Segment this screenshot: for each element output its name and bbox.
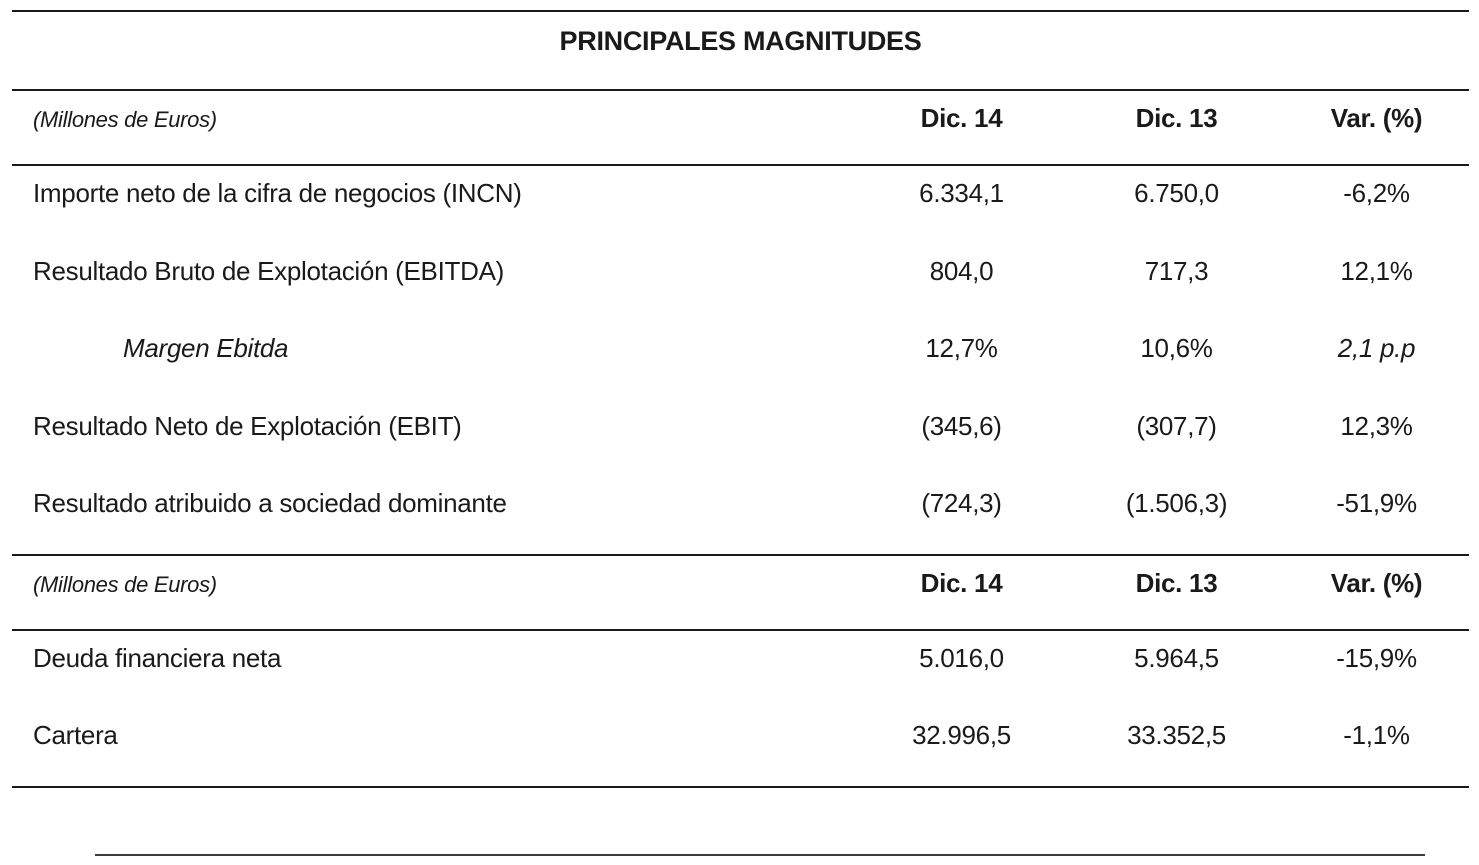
section-2-header-rule	[12, 628, 1469, 631]
value-dic14: 6.334,1	[919, 178, 1004, 208]
value-dic14: 12,7%	[925, 333, 998, 363]
value-dic13: 10,6%	[1140, 333, 1213, 363]
table-row-cartera: Cartera 32.996,5 33.352,5 -1,1%	[12, 708, 1469, 786]
value-dic14: (345,6)	[921, 410, 1002, 441]
table-row-margen-ebitda: Margen Ebitda 12,7% 10,6% 2,1 p.p	[12, 321, 1469, 399]
table-row-deuda: Deuda financiera neta 5.016,0 5.964,5 -1…	[12, 631, 1469, 709]
column-header-dic13: Dic. 13	[1135, 103, 1218, 133]
value-var: -6,2%	[1343, 178, 1410, 208]
row-label: Importe neto de la cifra de negocios (IN…	[33, 178, 522, 208]
unit-label: (Millones de Euros)	[33, 571, 217, 597]
table-row-ebit: Resultado Neto de Explotación (EBIT) (34…	[12, 399, 1469, 477]
column-header-var: Var. (%)	[1330, 567, 1423, 598]
principal-magnitudes-table: PRINCIPALES MAGNITUDES (Millones de Euro…	[12, 10, 1469, 788]
column-header-dic14: Dic. 14	[920, 103, 1003, 133]
row-label: Resultado Bruto de Explotación (EBITDA)	[33, 255, 504, 286]
table-row-resultado-atribuido: Resultado atribuido a sociedad dominante…	[12, 476, 1469, 554]
value-var: -15,9%	[1336, 642, 1417, 673]
page-title: PRINCIPALES MAGNITUDES	[559, 26, 922, 56]
value-dic14: (724,3)	[921, 488, 1002, 518]
value-dic13: 6.750,0	[1134, 178, 1219, 208]
value-var: 12,3%	[1340, 410, 1413, 441]
table-title-row: PRINCIPALES MAGNITUDES	[12, 12, 1469, 89]
row-label: Resultado atribuido a sociedad dominante	[33, 488, 507, 518]
table-bottom-rule	[12, 785, 1469, 788]
row-label: Cartera	[33, 720, 118, 750]
value-dic14: 5.016,0	[919, 642, 1004, 673]
value-var: -1,1%	[1343, 720, 1410, 750]
table-top-rule	[12, 10, 1469, 12]
value-dic13: 717,3	[1144, 255, 1209, 286]
value-var: 2,1 p.p	[1337, 333, 1416, 363]
title-bottom-rule	[12, 89, 1469, 91]
unit-label: (Millones de Euros)	[33, 107, 217, 132]
value-dic14: 32.996,5	[912, 720, 1011, 750]
value-var: -51,9%	[1336, 488, 1417, 518]
row-label: Margen Ebitda	[123, 333, 289, 363]
table-row-incn: Importe neto de la cifra de negocios (IN…	[12, 166, 1469, 244]
column-header-dic14: Dic. 14	[920, 567, 1003, 598]
value-dic13: 5.964,5	[1134, 642, 1219, 673]
row-label: Resultado Neto de Explotación (EBIT)	[33, 410, 462, 441]
column-header-dic13: Dic. 13	[1135, 567, 1218, 598]
column-header-var: Var. (%)	[1330, 103, 1423, 133]
section-1-header-rule	[12, 164, 1469, 166]
section-2-header-row: (Millones de Euros) Dic. 14 Dic. 13 Var.…	[12, 556, 1469, 629]
value-dic13: 33.352,5	[1127, 720, 1226, 750]
section-1-header-row: (Millones de Euros) Dic. 14 Dic. 13 Var.…	[12, 91, 1469, 164]
value-dic13: (1.506,3)	[1125, 488, 1228, 518]
footer-divider-rule	[95, 854, 1425, 856]
table-row-ebitda: Resultado Bruto de Explotación (EBITDA) …	[12, 244, 1469, 322]
section-2-top-rule	[12, 553, 1469, 556]
row-label: Deuda financiera neta	[33, 642, 282, 673]
value-var: 12,1%	[1340, 255, 1413, 286]
value-dic13: (307,7)	[1136, 410, 1217, 441]
value-dic14: 804,0	[929, 255, 994, 286]
